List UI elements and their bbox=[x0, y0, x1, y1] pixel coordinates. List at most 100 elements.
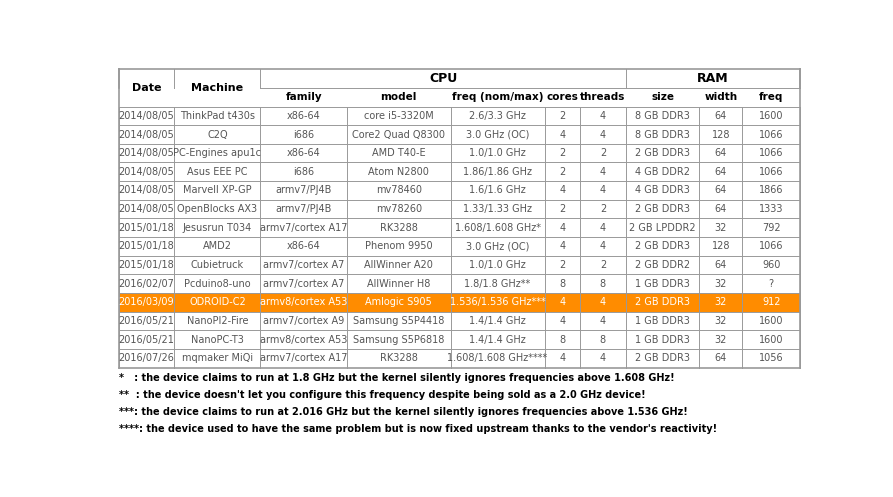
Text: x86-64: x86-64 bbox=[287, 148, 321, 158]
Text: Pcduino8-uno: Pcduino8-uno bbox=[184, 279, 251, 289]
Text: family: family bbox=[285, 92, 322, 102]
Text: AllWinner A20: AllWinner A20 bbox=[364, 260, 433, 270]
Bar bbox=[119, 293, 800, 312]
Text: Phenom 9950: Phenom 9950 bbox=[365, 242, 432, 251]
Text: 2: 2 bbox=[600, 260, 606, 270]
Text: 4: 4 bbox=[559, 223, 565, 233]
Text: 1.4/1.4 GHz: 1.4/1.4 GHz bbox=[469, 316, 526, 326]
Text: 4: 4 bbox=[600, 130, 606, 140]
Text: C2Q: C2Q bbox=[207, 130, 228, 140]
Text: 4: 4 bbox=[600, 353, 606, 363]
Text: i686: i686 bbox=[293, 130, 314, 140]
Text: PC-Engines apu1c: PC-Engines apu1c bbox=[173, 148, 262, 158]
Text: 2: 2 bbox=[600, 148, 606, 158]
Text: 64: 64 bbox=[714, 148, 727, 158]
Text: 2014/08/05: 2014/08/05 bbox=[119, 148, 174, 158]
Text: Core2 Quad Q8300: Core2 Quad Q8300 bbox=[352, 130, 446, 140]
Text: 64: 64 bbox=[714, 353, 727, 363]
Text: armv7/cortex A7: armv7/cortex A7 bbox=[263, 279, 345, 289]
Text: 4: 4 bbox=[559, 353, 565, 363]
Text: NanoPC-T3: NanoPC-T3 bbox=[191, 334, 244, 345]
Text: 2 GB DDR3: 2 GB DDR3 bbox=[635, 204, 690, 214]
Text: 32: 32 bbox=[714, 316, 727, 326]
Text: 1600: 1600 bbox=[759, 334, 783, 345]
Text: 4 GB DDR3: 4 GB DDR3 bbox=[635, 185, 690, 195]
Text: 2 GB DDR3: 2 GB DDR3 bbox=[635, 297, 690, 308]
Text: OpenBlocks AX3: OpenBlocks AX3 bbox=[178, 204, 257, 214]
Text: ODROID-C2: ODROID-C2 bbox=[189, 297, 246, 308]
Text: 2016/07/26: 2016/07/26 bbox=[119, 353, 174, 363]
Text: ***: the device claims to run at 2.016 GHz but the kernel silently ignores frequ: ***: the device claims to run at 2.016 G… bbox=[119, 407, 688, 417]
Text: 4: 4 bbox=[559, 130, 565, 140]
Text: 2: 2 bbox=[559, 167, 565, 177]
Bar bbox=[119, 69, 800, 368]
Text: 2015/01/18: 2015/01/18 bbox=[119, 260, 174, 270]
Text: **  : the device doesn't let you configure this frequency despite being sold as : ** : the device doesn't let you configur… bbox=[119, 390, 645, 400]
Text: freq: freq bbox=[759, 92, 783, 102]
Text: 64: 64 bbox=[714, 185, 727, 195]
Text: 8: 8 bbox=[559, 334, 565, 345]
Text: mv78460: mv78460 bbox=[376, 185, 421, 195]
Text: freq (nom/max): freq (nom/max) bbox=[452, 92, 543, 102]
Text: 32: 32 bbox=[714, 297, 727, 308]
Text: 2 GB DDR3: 2 GB DDR3 bbox=[635, 242, 690, 251]
Text: 4: 4 bbox=[600, 185, 606, 195]
Text: 2015/01/18: 2015/01/18 bbox=[119, 223, 174, 233]
Text: 2014/08/05: 2014/08/05 bbox=[119, 167, 174, 177]
Text: 2 GB DDR2: 2 GB DDR2 bbox=[635, 260, 690, 270]
Text: 1066: 1066 bbox=[759, 167, 783, 177]
Text: 2: 2 bbox=[600, 204, 606, 214]
Text: armv8/cortex A53: armv8/cortex A53 bbox=[260, 297, 347, 308]
Text: 4: 4 bbox=[600, 297, 606, 308]
Text: x86-64: x86-64 bbox=[287, 111, 321, 121]
Text: 2: 2 bbox=[559, 111, 565, 121]
Text: i686: i686 bbox=[293, 167, 314, 177]
Text: CPU: CPU bbox=[429, 72, 457, 85]
Text: 64: 64 bbox=[714, 204, 727, 214]
Text: 4: 4 bbox=[600, 316, 606, 326]
Text: 792: 792 bbox=[762, 223, 780, 233]
Text: x86-64: x86-64 bbox=[287, 242, 321, 251]
Text: armv7/cortex A9: armv7/cortex A9 bbox=[263, 316, 344, 326]
Text: 1.536/1.536 GHz***: 1.536/1.536 GHz*** bbox=[450, 297, 546, 308]
Text: AMD2: AMD2 bbox=[203, 242, 232, 251]
Text: 2 GB DDR3: 2 GB DDR3 bbox=[635, 353, 690, 363]
Text: 2014/08/05: 2014/08/05 bbox=[119, 185, 174, 195]
Text: 1 GB DDR3: 1 GB DDR3 bbox=[635, 316, 690, 326]
Text: armv7/cortex A17: armv7/cortex A17 bbox=[260, 223, 347, 233]
Text: 4: 4 bbox=[600, 111, 606, 121]
Text: armv7/PJ4B: armv7/PJ4B bbox=[275, 185, 332, 195]
Text: 912: 912 bbox=[762, 297, 780, 308]
Text: threads: threads bbox=[580, 92, 626, 102]
Text: 2 GB DDR3: 2 GB DDR3 bbox=[635, 148, 690, 158]
Text: armv7/cortex A17: armv7/cortex A17 bbox=[260, 353, 347, 363]
Text: RK3288: RK3288 bbox=[380, 223, 418, 233]
Text: 2016/05/21: 2016/05/21 bbox=[119, 316, 174, 326]
Text: 2 GB LPDDR2: 2 GB LPDDR2 bbox=[630, 223, 696, 233]
Text: armv8/cortex A53: armv8/cortex A53 bbox=[260, 334, 347, 345]
Text: armv7/cortex A7: armv7/cortex A7 bbox=[263, 260, 345, 270]
Text: Marvell XP-GP: Marvell XP-GP bbox=[183, 185, 252, 195]
Text: 128: 128 bbox=[712, 242, 730, 251]
Text: 1066: 1066 bbox=[759, 242, 783, 251]
Text: 1333: 1333 bbox=[759, 204, 783, 214]
Text: ThinkPad t430s: ThinkPad t430s bbox=[179, 111, 255, 121]
Text: 4: 4 bbox=[559, 316, 565, 326]
Text: 4: 4 bbox=[559, 297, 565, 308]
Text: 64: 64 bbox=[714, 111, 727, 121]
Text: model: model bbox=[380, 92, 417, 102]
Text: 4: 4 bbox=[600, 223, 606, 233]
Text: ?: ? bbox=[769, 279, 774, 289]
Text: 1.608/1.608 GHz*: 1.608/1.608 GHz* bbox=[455, 223, 540, 233]
Text: 32: 32 bbox=[714, 334, 727, 345]
Text: 128: 128 bbox=[712, 130, 730, 140]
Text: 2015/01/18: 2015/01/18 bbox=[119, 242, 174, 251]
Text: Samsung S5P4418: Samsung S5P4418 bbox=[353, 316, 445, 326]
Text: 64: 64 bbox=[714, 167, 727, 177]
Text: 1056: 1056 bbox=[759, 353, 783, 363]
Text: AMD T40-E: AMD T40-E bbox=[371, 148, 426, 158]
Text: core i5-3320M: core i5-3320M bbox=[363, 111, 434, 121]
Text: Cubietruck: Cubietruck bbox=[191, 260, 244, 270]
Text: 2016/02/07: 2016/02/07 bbox=[119, 279, 174, 289]
Text: 1.0/1.0 GHz: 1.0/1.0 GHz bbox=[469, 148, 526, 158]
